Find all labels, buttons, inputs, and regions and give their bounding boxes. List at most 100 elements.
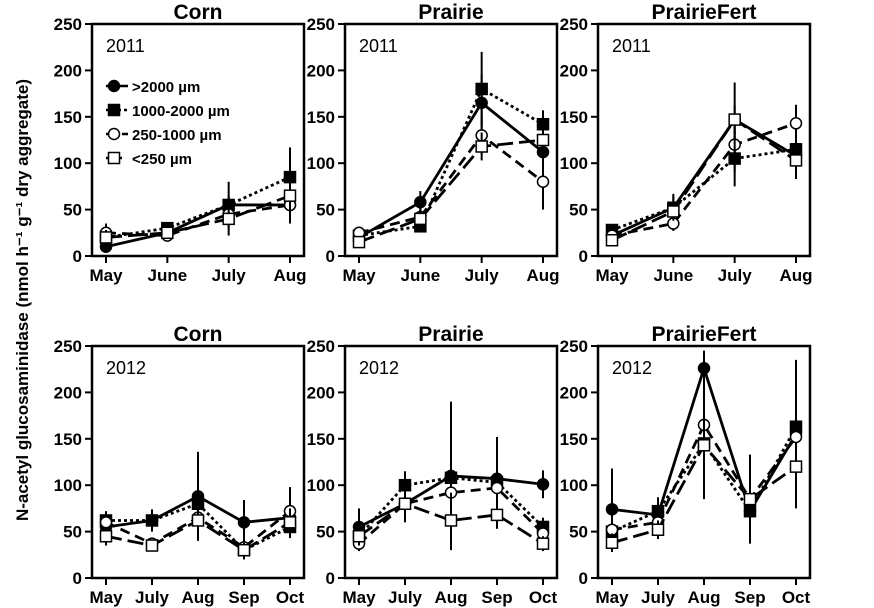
y-tick-label: 50 bbox=[569, 523, 588, 542]
data-point bbox=[475, 140, 488, 153]
series-2 bbox=[352, 51, 550, 242]
panel-title: Prairie bbox=[418, 323, 483, 346]
y-tick-label: 200 bbox=[560, 383, 588, 402]
data-point bbox=[490, 481, 504, 495]
data-point bbox=[352, 235, 366, 249]
series-4 bbox=[352, 126, 550, 249]
series-2 bbox=[99, 147, 297, 245]
data-point bbox=[605, 536, 619, 549]
series-line bbox=[358, 133, 544, 235]
data-point bbox=[237, 516, 251, 529]
data-point bbox=[414, 195, 427, 209]
y-tick-label: 250 bbox=[560, 15, 588, 34]
data-point bbox=[444, 514, 458, 527]
x-tick-label: May bbox=[595, 266, 629, 285]
series-4 bbox=[605, 417, 803, 553]
x-tick-label: Sep bbox=[734, 588, 765, 607]
y-tick-label: 100 bbox=[54, 154, 82, 173]
panel-year-label: 2011 bbox=[106, 36, 145, 56]
y-axis-label: N-acetyl glucosaminidase (nmol h⁻¹ g⁻¹ d… bbox=[13, 79, 32, 521]
data-point bbox=[191, 514, 205, 527]
legend-label: 250-1000 µm bbox=[132, 127, 222, 144]
y-tick-label: 150 bbox=[560, 430, 588, 449]
legend-marker bbox=[107, 79, 121, 93]
data-point bbox=[237, 543, 251, 557]
series-3 bbox=[605, 104, 803, 242]
panel-year-label: 2011 bbox=[612, 36, 651, 56]
series-line bbox=[358, 100, 544, 239]
panel-title: Prairie bbox=[418, 1, 483, 24]
y-tick-label: 250 bbox=[307, 15, 335, 34]
series-line bbox=[358, 486, 544, 545]
panel-prairie-2011: Prairie 2011 0 50 100 150 200 250 May June July Aug bbox=[307, 1, 560, 285]
y-tick-label: 200 bbox=[560, 61, 588, 80]
x-tick-label: June bbox=[653, 266, 693, 285]
x-tick-label: July bbox=[212, 266, 247, 285]
series-4 bbox=[352, 489, 550, 552]
y-tick-label: 0 bbox=[326, 247, 335, 266]
series-line bbox=[358, 502, 544, 545]
x-tick-label: Oct bbox=[276, 588, 305, 607]
data-point bbox=[222, 212, 235, 226]
y-tick-label: 150 bbox=[54, 108, 82, 127]
x-tick-label: Aug bbox=[687, 588, 720, 607]
y-tick-label: 50 bbox=[316, 201, 335, 220]
x-tick-label: Aug bbox=[526, 266, 559, 285]
panel-title: Corn bbox=[174, 1, 223, 24]
y-tick-label: 100 bbox=[307, 476, 335, 495]
x-tick-label: May bbox=[595, 588, 629, 607]
x-tick-label: July bbox=[388, 588, 423, 607]
plot-frame bbox=[343, 22, 559, 258]
x-tick-label: June bbox=[400, 266, 440, 285]
y-tick-label: 150 bbox=[307, 108, 335, 127]
data-point bbox=[99, 529, 113, 543]
data-point bbox=[99, 516, 113, 529]
panel-prairie-2012: Prairie 2012 0 50 100 150 200 250 May July Aug Sep O… bbox=[307, 323, 559, 607]
series-line bbox=[105, 194, 291, 239]
data-point bbox=[490, 508, 504, 522]
data-point bbox=[728, 113, 741, 126]
x-tick-label: Aug bbox=[779, 266, 812, 285]
panel-prairiefert-2012: PrairieFert 2012 0 50 100 150 200 250 May July Aug… bbox=[560, 323, 812, 607]
x-tick-label: Oct bbox=[782, 588, 811, 607]
legend-label: 1000-2000 µm bbox=[132, 103, 230, 120]
x-tick-label: Sep bbox=[481, 588, 512, 607]
data-point bbox=[536, 133, 550, 147]
series-line bbox=[358, 138, 544, 244]
series-1 bbox=[99, 186, 297, 253]
panel-title: PrairieFert bbox=[651, 323, 756, 346]
y-tick-label: 50 bbox=[316, 523, 335, 542]
plot-frame bbox=[596, 22, 812, 258]
panel-year-label: 2012 bbox=[106, 358, 146, 378]
y-tick-label: 0 bbox=[579, 569, 588, 588]
data-point bbox=[99, 231, 113, 244]
y-tick-label: 250 bbox=[54, 337, 82, 356]
legend: >2000 µm 1000-2000 µm 250-1000 µm <250 µm bbox=[106, 79, 230, 168]
x-tick-label: Aug bbox=[273, 266, 306, 285]
series-4 bbox=[605, 82, 803, 247]
series-line bbox=[105, 175, 291, 239]
data-point bbox=[605, 503, 619, 516]
panel-title: Corn bbox=[174, 323, 223, 346]
data-point bbox=[145, 514, 159, 527]
series-line bbox=[611, 117, 797, 237]
y-tick-label: 250 bbox=[560, 337, 588, 356]
panel-corn-2011: Corn 2011 0 50 100 150 200 250 May June July Aug >20… bbox=[54, 1, 307, 285]
data-point bbox=[475, 82, 488, 96]
panel-title: PrairieFert bbox=[651, 1, 756, 24]
y-tick-label: 100 bbox=[307, 154, 335, 173]
y-tick-label: 100 bbox=[560, 154, 588, 173]
data-point bbox=[605, 233, 619, 247]
series-line bbox=[611, 121, 797, 237]
y-tick-label: 100 bbox=[54, 476, 82, 495]
y-tick-label: 200 bbox=[307, 383, 335, 402]
y-tick-label: 0 bbox=[579, 247, 588, 266]
y-tick-label: 250 bbox=[54, 15, 82, 34]
data-point bbox=[536, 175, 550, 189]
data-point bbox=[145, 539, 159, 552]
y-tick-label: 150 bbox=[307, 430, 335, 449]
y-tick-label: 50 bbox=[569, 201, 588, 220]
data-point bbox=[789, 460, 803, 473]
